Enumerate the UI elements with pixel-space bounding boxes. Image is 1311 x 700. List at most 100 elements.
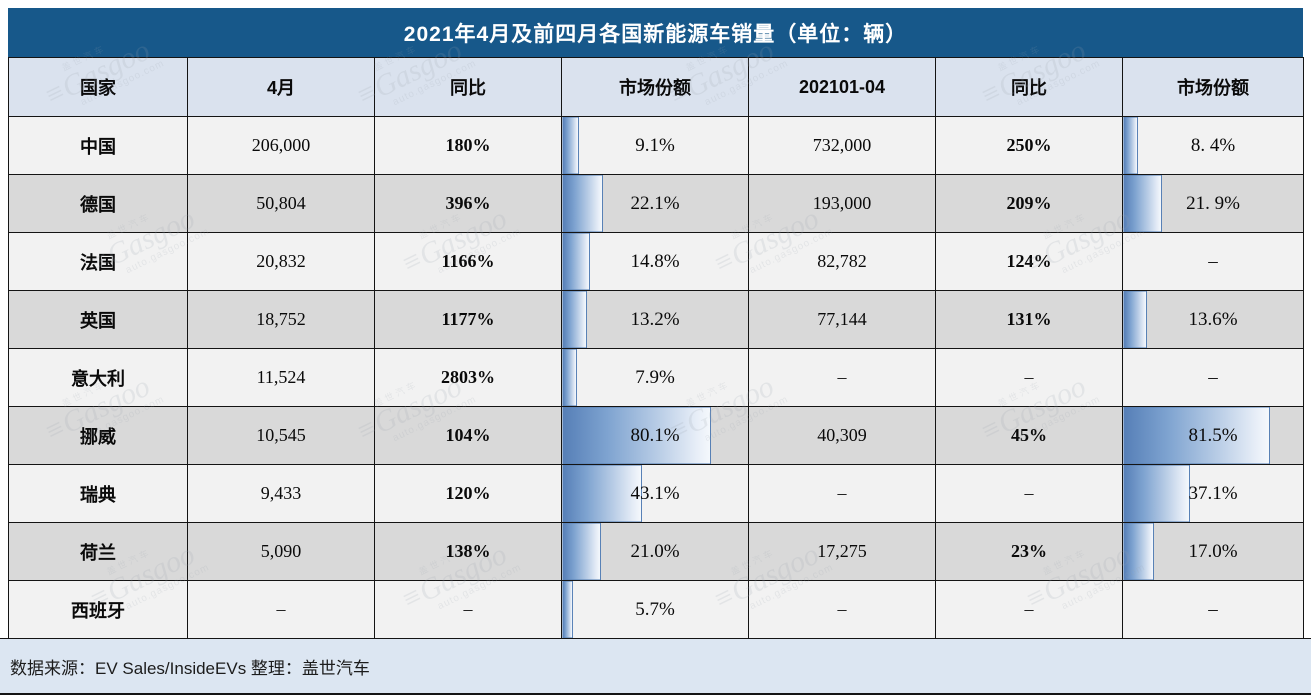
market-share-bar	[562, 407, 711, 464]
ytd-share-cell: 81.5%	[1122, 406, 1304, 465]
april-sales-cell: 9,433	[187, 464, 375, 523]
column-header-april: 4月	[187, 57, 375, 117]
april-sales-cell: 50,804	[187, 174, 375, 233]
market-share-value: –	[1208, 366, 1218, 388]
market-share-value: 17.0%	[1188, 540, 1238, 562]
market-share-value: 13.6%	[1188, 308, 1238, 330]
april-share-cell: 80.1%	[561, 406, 749, 465]
column-header-ytd-share: 市场份额	[1122, 57, 1304, 117]
market-share-bar	[1123, 291, 1148, 348]
april-share-cell: 14.8%	[561, 232, 749, 291]
table-row: 英国 18,752 1177% 13.2% 77,144 131% 13.6%	[8, 290, 1304, 349]
april-share-cell: 7.9%	[561, 348, 749, 407]
ytd-share-cell: –	[1122, 232, 1304, 291]
market-share-bar	[1123, 175, 1163, 232]
market-share-bar	[562, 523, 602, 580]
column-header-ytd-yoy: 同比	[935, 57, 1123, 117]
april-sales-cell: 11,524	[187, 348, 375, 407]
market-share-value: 21. 9%	[1186, 192, 1240, 214]
april-yoy-cell: 2803%	[374, 348, 562, 407]
market-share-value: 43.1%	[630, 482, 680, 504]
ytd-sales-cell: 17,275	[748, 522, 936, 581]
april-share-cell: 13.2%	[561, 290, 749, 349]
page-title: 2021年4月及前四月各国新能源车销量（单位：辆）	[8, 8, 1303, 57]
table-row: 德国 50,804 396% 22.1% 193,000 209% 21. 9%	[8, 174, 1304, 233]
april-sales-cell: 20,832	[187, 232, 375, 291]
april-sales-cell: –	[187, 580, 375, 639]
market-share-bar	[562, 349, 577, 406]
market-share-value: 81.5%	[1188, 424, 1238, 446]
april-sales-cell: 10,545	[187, 406, 375, 465]
market-share-value: 7.9%	[635, 366, 675, 388]
ytd-yoy-cell: –	[935, 580, 1123, 639]
market-share-value: 13.2%	[630, 308, 680, 330]
ytd-yoy-cell: –	[935, 348, 1123, 407]
ytd-share-cell: 21. 9%	[1122, 174, 1304, 233]
ytd-yoy-cell: 45%	[935, 406, 1123, 465]
april-share-cell: 9.1%	[561, 116, 749, 175]
market-share-value: 14.8%	[630, 250, 680, 272]
ytd-share-cell: 13.6%	[1122, 290, 1304, 349]
ytd-yoy-cell: 23%	[935, 522, 1123, 581]
market-share-value: –	[1208, 598, 1218, 620]
market-share-bar	[1123, 465, 1190, 522]
country-cell: 法国	[8, 232, 188, 291]
ytd-yoy-cell: 209%	[935, 174, 1123, 233]
table-row: 西班牙 – –5.7% – – –	[8, 580, 1304, 639]
table-row: 法国 20,832 1166% 14.8% 82,782 124% –	[8, 232, 1304, 291]
ytd-share-cell: 37.1%	[1122, 464, 1304, 523]
april-yoy-cell: 138%	[374, 522, 562, 581]
market-share-bar	[562, 581, 573, 638]
april-yoy-cell: 104%	[374, 406, 562, 465]
ytd-sales-cell: –	[748, 464, 936, 523]
april-share-cell: 43.1%	[561, 464, 749, 523]
column-header-country: 国家	[8, 57, 188, 117]
ytd-share-cell: 8. 4%	[1122, 116, 1304, 175]
market-share-bar	[562, 291, 587, 348]
april-share-cell: 21.0%	[561, 522, 749, 581]
april-yoy-cell: 396%	[374, 174, 562, 233]
ytd-sales-cell: –	[748, 348, 936, 407]
april-yoy-cell: 180%	[374, 116, 562, 175]
market-share-value: 21.0%	[630, 540, 680, 562]
market-share-bar	[1123, 523, 1154, 580]
country-cell: 意大利	[8, 348, 188, 407]
table-row: 中国 206,000 180% 9.1% 732,000 250% 8. 4%	[8, 116, 1304, 175]
april-yoy-cell: –	[374, 580, 562, 639]
ytd-yoy-cell: 131%	[935, 290, 1123, 349]
country-cell: 中国	[8, 116, 188, 175]
table-body: 中国 206,000 180% 9.1% 732,000 250% 8. 4% 德国 50,80…	[8, 116, 1304, 639]
table-row: 意大利 11,524 2803% 7.9% – – –	[8, 348, 1304, 407]
market-share-bar	[1123, 117, 1139, 174]
country-cell: 挪威	[8, 406, 188, 465]
ytd-share-cell: –	[1122, 580, 1304, 639]
market-share-bar	[562, 117, 579, 174]
country-cell: 荷兰	[8, 522, 188, 581]
country-cell: 西班牙	[8, 580, 188, 639]
ytd-sales-cell: 193,000	[748, 174, 936, 233]
country-cell: 英国	[8, 290, 188, 349]
table-header: 国家 4月 同比 市场份额 202101-04 同比 市场份额	[8, 57, 1304, 117]
column-header-april-share: 市场份额	[561, 57, 749, 117]
ytd-yoy-cell: –	[935, 464, 1123, 523]
april-yoy-cell: 1166%	[374, 232, 562, 291]
market-share-value: 80.1%	[630, 424, 680, 446]
april-yoy-cell: 120%	[374, 464, 562, 523]
april-share-cell: 22.1%	[561, 174, 749, 233]
table-row: 瑞典 9,433 120% 43.1% – – 37.1%	[8, 464, 1304, 523]
market-share-value: 9.1%	[635, 134, 675, 156]
ytd-sales-cell: –	[748, 580, 936, 639]
april-sales-cell: 206,000	[187, 116, 375, 175]
ytd-yoy-cell: 250%	[935, 116, 1123, 175]
data-source-note: 数据来源：EV Sales/InsideEVs 整理：盖世汽车	[0, 638, 1311, 695]
ytd-share-cell: 17.0%	[1122, 522, 1304, 581]
table-row: 荷兰 5,090 138% 21.0% 17,275 23% 17.0%	[8, 522, 1304, 581]
april-share-cell: 5.7%	[561, 580, 749, 639]
sales-table: 国家 4月 同比 市场份额 202101-04 同比 市场份额 中国 206,00…	[8, 57, 1304, 639]
market-share-value: 37.1%	[1188, 482, 1238, 504]
market-share-bar	[1123, 407, 1270, 464]
ytd-sales-cell: 40,309	[748, 406, 936, 465]
country-cell: 德国	[8, 174, 188, 233]
ytd-share-cell: –	[1122, 348, 1304, 407]
